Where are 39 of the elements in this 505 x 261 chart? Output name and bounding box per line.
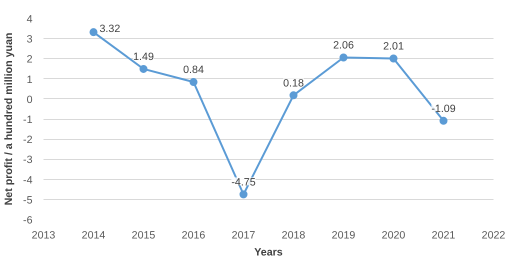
point <box>240 190 248 198</box>
data-label: 0.18 <box>283 77 304 90</box>
point <box>440 116 448 125</box>
x-tick-label: 2016 <box>182 230 206 242</box>
x-tick-label: 2021 <box>432 230 456 242</box>
x-tick-label: 2014 <box>82 230 106 242</box>
point <box>90 28 98 36</box>
x-tick-label: 2020 <box>382 230 406 242</box>
y-tick-label: -3 <box>23 154 33 166</box>
y-axis-title: Net profit / a hundred million yuan <box>3 32 16 206</box>
data-label: -1.09 <box>431 102 456 115</box>
y-tick-label: -5 <box>23 194 33 206</box>
x-axis-title: Years <box>254 246 283 258</box>
y-tick-label: -2 <box>23 134 33 146</box>
x-tick-label: 2015 <box>132 230 156 242</box>
data-label: 3.32 <box>100 23 120 36</box>
data-label: 1.49 <box>133 50 154 63</box>
y-tick-label: 1 <box>26 74 33 86</box>
data-label: -4.75 <box>231 176 256 188</box>
y-tick-label: 3 <box>26 34 33 46</box>
x-tick-label: 2019 <box>332 230 356 242</box>
point <box>340 54 348 62</box>
y-tick-label: 2 <box>26 54 33 66</box>
point <box>390 54 398 62</box>
x-tick-label: 2018 <box>282 230 306 242</box>
point <box>140 64 148 73</box>
point <box>190 78 198 86</box>
x-tick-label: 2017 <box>232 230 256 242</box>
y-tick-label: -1 <box>23 114 33 126</box>
data-label: 2.01 <box>383 40 404 52</box>
x-tick-label: 2013 <box>32 230 56 242</box>
y-tick-label: -4 <box>23 174 33 186</box>
x-tick-label: 2022 <box>482 230 505 242</box>
y-tick-label: 4 <box>26 14 33 26</box>
y-tick-label: 0 <box>26 94 33 106</box>
data-label: 2.06 <box>333 39 354 52</box>
y-tick-label: -6 <box>23 214 33 226</box>
point <box>290 91 298 100</box>
data-label: 0.84 <box>183 64 204 76</box>
